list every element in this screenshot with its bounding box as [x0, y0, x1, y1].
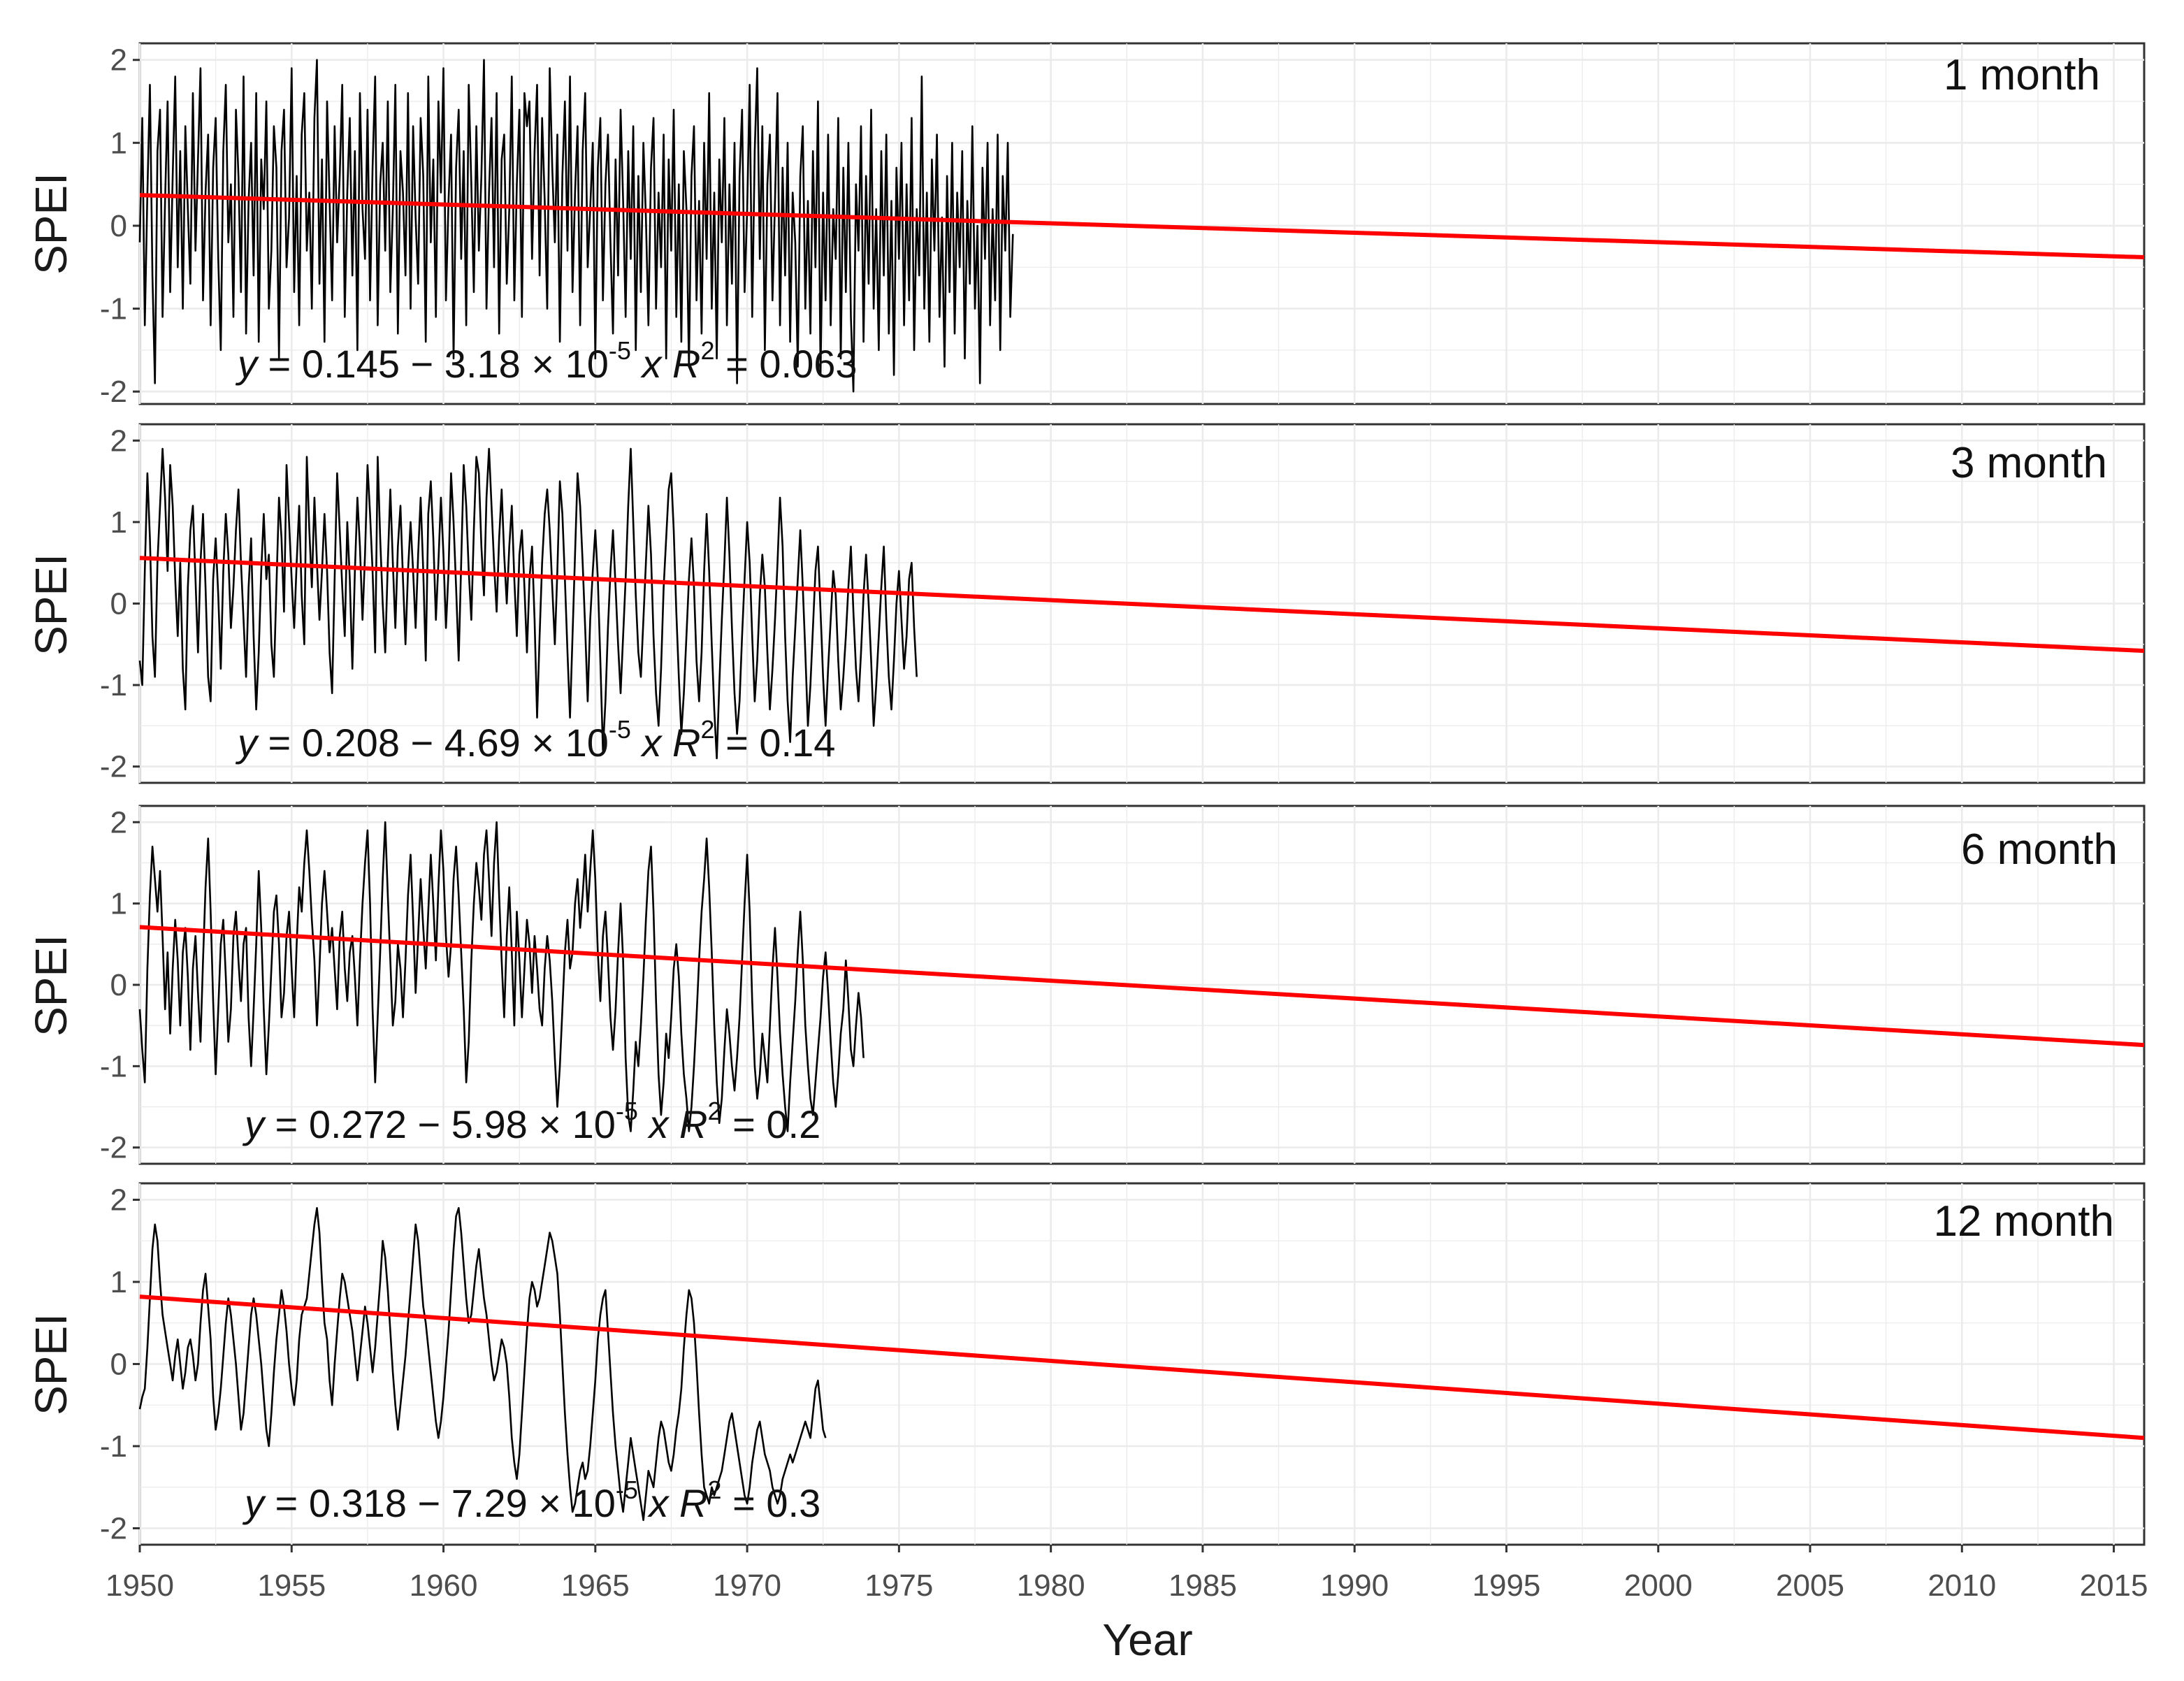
y-tick-label: -2 [100, 1512, 127, 1546]
y-tick-label: -2 [100, 375, 127, 409]
grid [138, 1183, 2144, 1545]
x-tick-label: 1965 [561, 1568, 630, 1603]
y-tick-label: -1 [100, 1049, 127, 1083]
equation-r2-label: R [672, 342, 700, 386]
trend-line [139, 193, 2145, 260]
spei-12-month-series [138, 1207, 827, 1522]
equation-exponent: -5 [616, 1097, 638, 1125]
y-ticks: 2 1 0 -1 -2 [100, 43, 140, 409]
y-tick-label: -1 [100, 1429, 127, 1464]
trend-line [139, 1294, 2145, 1441]
y-tick-label: 2 [110, 43, 127, 78]
equation-r2-value: 0.2 [766, 1102, 820, 1146]
x-tick-label: 2010 [1928, 1568, 1996, 1603]
y-tick-label: -2 [100, 750, 127, 784]
y-axis-title: SPEI [26, 935, 76, 1037]
y-axis-title: SPEI [26, 1313, 76, 1415]
panel-title: 12 month [1933, 1197, 2114, 1246]
equation-intercept: 0.272 [309, 1102, 407, 1146]
trend-line [139, 925, 2145, 1048]
y-tick-label: 2 [110, 1183, 127, 1218]
y-tick-label: 0 [110, 587, 127, 621]
y-tick-label: -2 [100, 1131, 127, 1165]
equation-r2-label: R [672, 721, 700, 765]
equation-lhs: y [235, 342, 259, 386]
panel-3-month: 2 1 0 -1 -2 SPEI 3 month y = 0.208 − 4.69 × … [26, 423, 2146, 784]
spei-3-month-series [138, 447, 918, 760]
equation-lhs: y [242, 1102, 266, 1146]
equation-intercept: 0.208 [302, 721, 400, 765]
equation-exponent: -5 [609, 336, 631, 365]
x-tick-label: 1975 [865, 1568, 933, 1603]
equation-r2-value: 0.14 [759, 721, 835, 765]
y-tick-label: -1 [100, 292, 127, 326]
x-tick-label: 1995 [1473, 1568, 1541, 1603]
y-ticks: 2 1 0 -1 -2 [100, 1183, 140, 1546]
x-tick-label: 1985 [1169, 1568, 1237, 1603]
equation-r2-label: R [679, 1102, 707, 1146]
panel-title: 3 month [1951, 439, 2107, 487]
y-ticks: 2 1 0 -1 -2 [100, 424, 140, 784]
x-axis-title: Year [1102, 1615, 1192, 1665]
equation-lhs: y [242, 1481, 266, 1525]
equation-r2-label: R [679, 1481, 707, 1525]
y-tick-label: 1 [110, 887, 127, 921]
panel-title: 6 month [1961, 825, 2118, 874]
spei-6-month-series [138, 821, 865, 1132]
panel-12-month: 2 1 0 -1 -2 SPEI 12 month y = 0.318 − 7.29 ×… [26, 1182, 2146, 1546]
x-tick-label: 2005 [1776, 1568, 1844, 1603]
equation-lhs: y [235, 721, 259, 765]
x-tick-label: 2000 [1624, 1568, 1693, 1603]
x-tick-label: 1955 [257, 1568, 326, 1603]
panel-6-month: 2 1 0 -1 -2 SPEI 6 month y = 0.272 − 5.98 × … [26, 805, 2146, 1165]
y-ticks: 2 1 0 -1 -2 [100, 805, 140, 1165]
equation-intercept: 0.318 [309, 1481, 407, 1525]
x-tick-label: 1970 [713, 1568, 781, 1603]
y-tick-label: 1 [110, 1265, 127, 1299]
panel-1-month: 2 1 0 -1 -2 SPEI 1 month y = 0.145 − 3.18 × … [26, 42, 2146, 409]
spei-1-month-series [138, 59, 1014, 393]
y-tick-label: 0 [110, 1348, 127, 1382]
panel-title: 1 month [1944, 51, 2100, 99]
x-axis: 1950 1955 1960 1965 1970 1975 1980 1985 1990 1995… [106, 1545, 2148, 1603]
trend-line [139, 556, 2145, 654]
regression-equation: y = 0.145 − 3.18 × 10-5 x R2 = 0.063 [235, 336, 858, 386]
x-tick-label: 1980 [1017, 1568, 1085, 1603]
x-tick-label: 2015 [2080, 1568, 2148, 1603]
y-tick-label: -1 [100, 668, 127, 702]
equation-slope: 7.29 [451, 1481, 528, 1525]
regression-equation: y = 0.208 − 4.69 × 10-5 x R2 = 0.14 [235, 715, 835, 765]
regression-equation: y = 0.272 − 5.98 × 10-5 x R2 = 0.2 [242, 1097, 820, 1146]
y-tick-label: 0 [110, 209, 127, 243]
equation-slope: 5.98 [451, 1102, 528, 1146]
y-tick-label: 0 [110, 968, 127, 1002]
equation-exponent: -5 [609, 715, 631, 744]
equation-slope: 4.69 [444, 721, 521, 765]
equation-slope: 3.18 [444, 342, 521, 386]
y-tick-label: 2 [110, 805, 127, 839]
y-tick-label: 1 [110, 505, 127, 540]
equation-r2-value: 0.063 [759, 342, 857, 386]
regression-equation: y = 0.318 − 7.29 × 10-5 x R2 = 0.3 [242, 1476, 820, 1525]
x-tick-label: 1960 [410, 1568, 478, 1603]
y-axis-title: SPEI [26, 554, 76, 656]
y-tick-label: 2 [110, 424, 127, 458]
x-tick-label: 1990 [1320, 1568, 1389, 1603]
equation-intercept: 0.145 [302, 342, 400, 386]
equation-exponent: -5 [616, 1476, 638, 1504]
y-axis-title: SPEI [26, 173, 76, 275]
x-tick-label: 1950 [106, 1568, 174, 1603]
y-tick-label: 1 [110, 126, 127, 160]
equation-r2-value: 0.3 [766, 1481, 820, 1525]
